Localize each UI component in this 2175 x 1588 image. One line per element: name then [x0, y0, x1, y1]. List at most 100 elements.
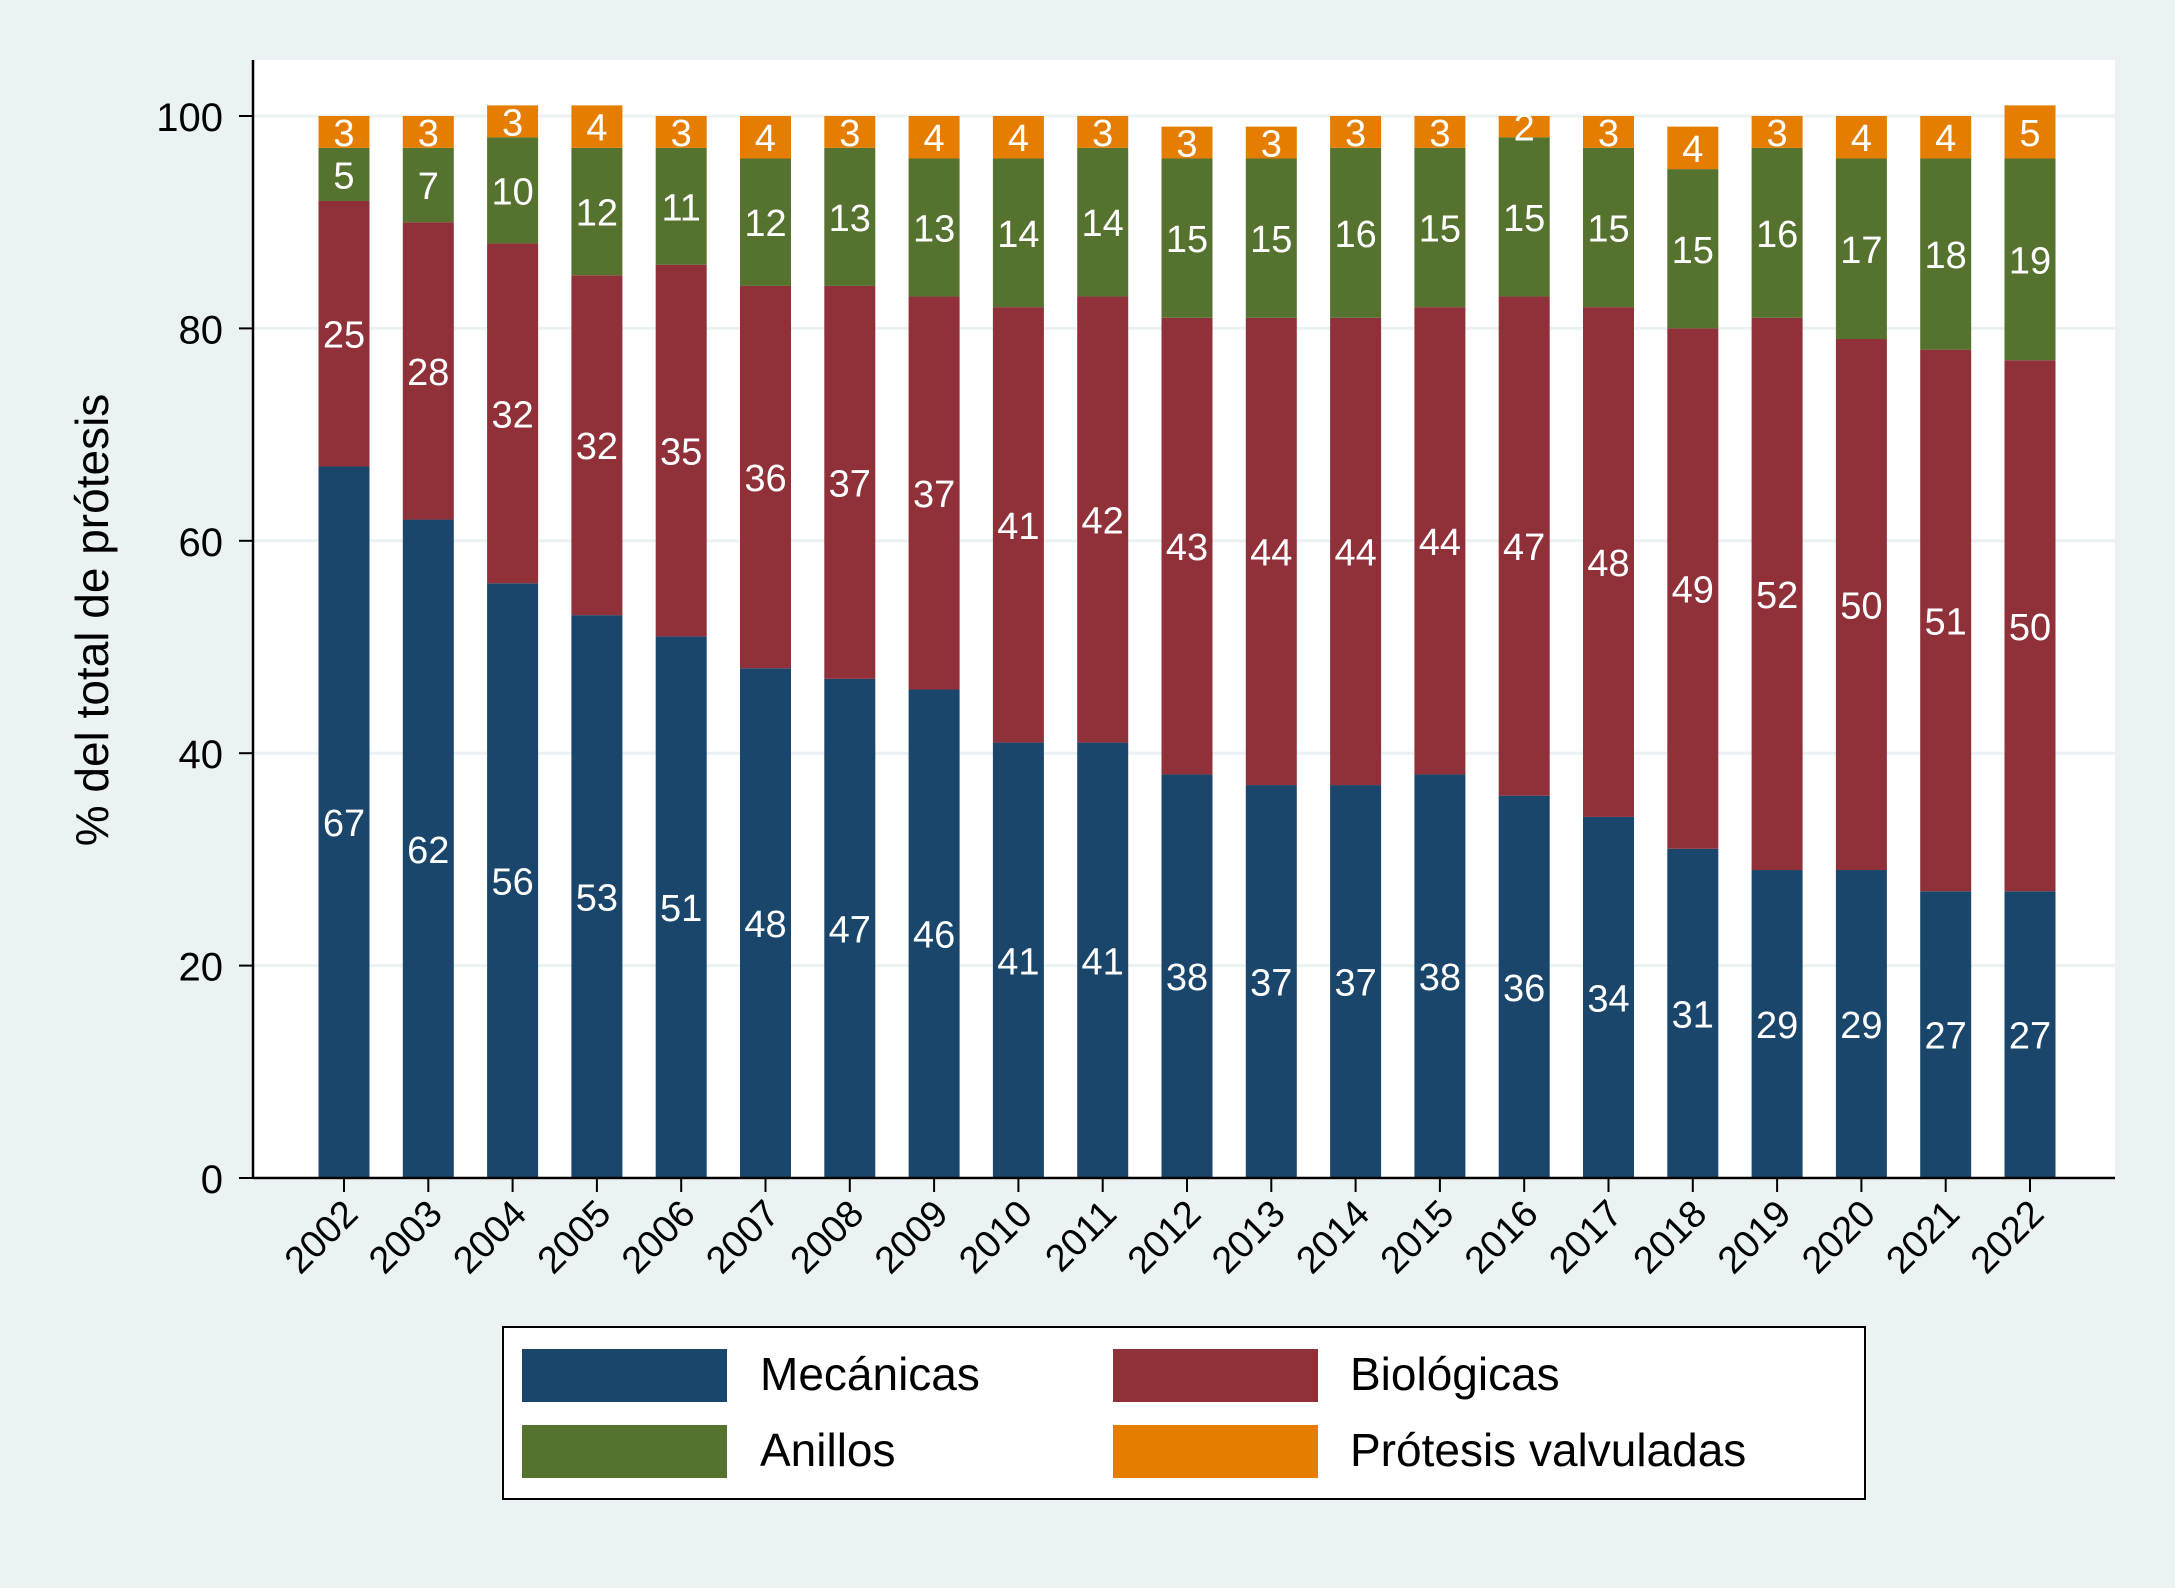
data-label: 44 [1334, 532, 1376, 574]
data-label: 4 [1008, 118, 1029, 160]
data-label: 38 [1166, 957, 1208, 999]
bar-mec-nicas [1498, 795, 1550, 1178]
y-tick-label: 60 [179, 521, 224, 565]
bar-pr-tesis-valvuladas [571, 105, 623, 148]
x-tick-label: 2014 [1288, 1193, 1377, 1282]
data-label: 7 [418, 166, 439, 208]
data-label: 12 [744, 203, 786, 245]
data-label: 3 [333, 113, 354, 155]
data-label: 15 [1672, 230, 1714, 272]
x-tick-label: 2007 [698, 1193, 787, 1282]
y-tick-label: 20 [179, 946, 224, 990]
data-label: 3 [1598, 113, 1619, 155]
bar-mec-nicas [1414, 774, 1466, 1178]
data-label: 44 [1250, 532, 1292, 574]
bar-pr-tesis-valvuladas [1077, 116, 1129, 148]
data-label: 41 [1082, 941, 1124, 983]
bar-pr-tesis-valvuladas [1161, 126, 1213, 159]
bar-anillos [2004, 158, 2056, 361]
y-axis-title: % del total de prótesis [66, 394, 118, 847]
bar-pr-tesis-valvuladas [1751, 116, 1803, 148]
data-label: 15 [1166, 219, 1208, 261]
data-label: 18 [1925, 235, 1967, 277]
bar-anillos [1583, 147, 1634, 308]
bar-biol-gicas [992, 307, 1044, 743]
data-label: 37 [1250, 963, 1292, 1005]
bar-biol-gicas [402, 222, 454, 520]
bar-biol-gicas [2004, 360, 2056, 892]
x-tick-label: 2021 [1879, 1193, 1968, 1282]
data-label: 31 [1672, 994, 1714, 1036]
x-tick-label: 2006 [614, 1193, 703, 1282]
bar-mec-nicas [655, 636, 707, 1178]
data-label: 16 [1334, 214, 1376, 256]
bar-anillos [908, 158, 960, 297]
data-label: 4 [1851, 118, 1872, 160]
data-label: 47 [829, 909, 871, 951]
bar-mec-nicas [1077, 742, 1129, 1178]
bar-anillos [1414, 147, 1466, 308]
data-label: 41 [997, 506, 1039, 548]
bar-anillos [1245, 158, 1297, 318]
x-tick-label: 2016 [1457, 1193, 1546, 1282]
data-label: 12 [576, 193, 618, 235]
legend-swatch [1113, 1349, 1318, 1402]
data-label: 3 [1176, 124, 1197, 166]
x-tick-label: 2004 [445, 1193, 534, 1282]
bar-mec-nicas [318, 466, 370, 1179]
data-label: 5 [333, 155, 354, 197]
x-tick-label: 2012 [1120, 1193, 1209, 1282]
data-label: 15 [1587, 209, 1629, 251]
data-label: 52 [1756, 575, 1798, 617]
bar-pr-tesis-valvuladas [1245, 126, 1297, 159]
data-label: 4 [1682, 129, 1703, 171]
data-label: 56 [491, 862, 533, 904]
bar-mec-nicas [740, 668, 791, 1178]
bar-mec-nicas [1330, 785, 1382, 1178]
bar-biol-gicas [1414, 307, 1466, 775]
bar-pr-tesis-valvuladas [1667, 126, 1719, 170]
bar-biol-gicas [740, 285, 791, 669]
bar-biol-gicas [318, 200, 370, 467]
bar-anillos [1835, 158, 1887, 340]
bar-anillos [402, 147, 454, 223]
bar-pr-tesis-valvuladas [908, 116, 960, 159]
bar-mec-nicas [1835, 870, 1887, 1178]
data-label: 14 [997, 214, 1039, 256]
data-label: 25 [323, 315, 365, 357]
x-tick-label: 2008 [783, 1193, 872, 1282]
bar-mec-nicas [402, 519, 454, 1178]
bar-anillos [1667, 169, 1719, 329]
bar-pr-tesis-valvuladas [1583, 116, 1634, 148]
x-tick-label: 2010 [951, 1193, 1040, 1282]
bar-mec-nicas [2004, 891, 2056, 1178]
data-label: 49 [1672, 570, 1714, 612]
data-label: 11 [661, 187, 700, 229]
data-label: 3 [839, 113, 860, 155]
data-label: 51 [1925, 601, 1967, 643]
data-label: 28 [407, 352, 449, 394]
legend-label: Prótesis valvuladas [1350, 1424, 1746, 1476]
bar-mec-nicas [824, 678, 876, 1178]
data-label: 3 [1345, 113, 1366, 155]
data-label: 2 [1514, 108, 1535, 150]
bar-mec-nicas [571, 615, 623, 1178]
bar-anillos [487, 137, 539, 244]
data-label: 43 [1166, 527, 1208, 569]
x-tick-label: 2022 [1963, 1193, 2052, 1282]
data-label: 10 [491, 171, 533, 213]
data-label: 5 [2019, 113, 2040, 155]
y-tick-label: 0 [201, 1158, 223, 1202]
bar-pr-tesis-valvuladas [1330, 116, 1382, 148]
data-label: 19 [2009, 240, 2051, 282]
bar-anillos [1920, 158, 1972, 350]
data-label: 3 [418, 113, 439, 155]
bar-pr-tesis-valvuladas [318, 116, 370, 148]
data-label: 15 [1503, 198, 1545, 240]
x-tick-label: 2020 [1794, 1193, 1883, 1282]
data-label: 53 [576, 878, 618, 920]
bar-biol-gicas [1667, 328, 1719, 849]
bar-biol-gicas [571, 275, 623, 616]
x-tick-label: 2002 [277, 1193, 366, 1282]
